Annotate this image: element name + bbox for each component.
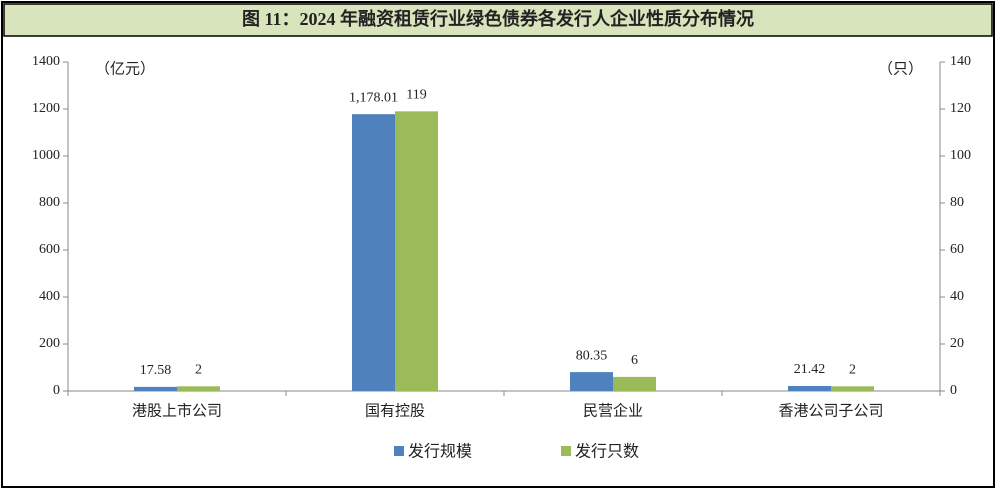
legend-swatch [394,446,404,456]
bar [177,386,220,391]
y2-tick-label: 0 [950,383,957,398]
bar [613,376,656,391]
y2-tick-label: 100 [950,148,971,163]
data-label: 119 [406,88,426,103]
y2-tick-label: 80 [950,195,964,210]
legend-label: 发行只数 [575,442,639,461]
x-tick-label: 港股上市公司 [132,402,222,420]
y2-tick-label: 20 [950,336,964,351]
y-tick-label: 800 [39,195,60,210]
chart-title: 图 11：2024 年融资租赁行业绿色债券各发行人企业性质分布情况 [242,8,754,29]
legend-label: 发行规模 [408,442,472,461]
y-tick-label: 200 [39,336,60,351]
bar [352,114,395,391]
y-tick-label: 600 [39,242,60,257]
x-tick-label: 香港公司子公司 [778,402,883,420]
y-tick-label: 1000 [32,148,60,163]
bar [570,372,613,391]
y-tick-label: 400 [39,289,60,304]
y2-tick-label: 120 [950,101,971,116]
data-label: 2 [849,363,856,378]
y-tick-label: 1200 [32,101,60,116]
y2-tick-label: 140 [950,54,971,69]
data-label: 17.58 [140,363,172,378]
data-label: 1,178.01 [349,90,398,105]
bar [831,386,874,391]
title-band [3,3,993,37]
bar [395,111,438,391]
y2-tick-label: 60 [950,242,964,257]
bar [788,385,831,391]
x-tick-label: 国有控股 [365,402,425,420]
y-tick-label: 1400 [32,54,60,69]
y-axis-label: （亿元） [95,60,155,78]
legend-swatch [561,446,571,456]
data-label: 2 [195,363,202,378]
bar [134,386,177,391]
y-tick-label: 0 [53,383,60,398]
y2-tick-label: 40 [950,289,964,304]
data-label: 21.42 [794,362,826,377]
data-label: 6 [631,353,638,368]
y2-axis-label: （只） [878,60,923,78]
data-label: 80.35 [576,348,608,363]
x-tick-label: 民营企业 [583,402,643,420]
